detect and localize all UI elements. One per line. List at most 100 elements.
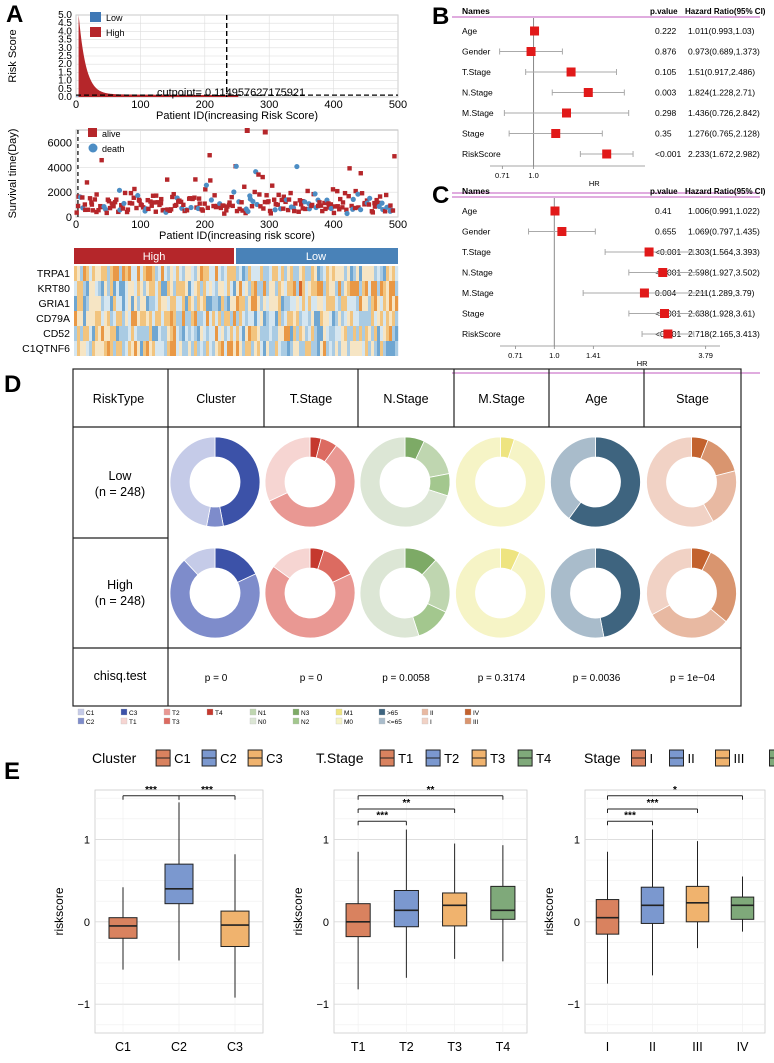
legend-label: II [430, 710, 434, 717]
survival-point-alive [260, 174, 265, 180]
survival-point-alive [165, 207, 170, 212]
boxplot-ytick-label: −1 [77, 999, 90, 1011]
heatmap-cell [158, 326, 162, 341]
heatmap-cell [224, 266, 228, 281]
heatmap-cell [143, 311, 147, 326]
heatmap-cell [386, 326, 390, 341]
heatmap-cell [251, 311, 255, 326]
heatmap-cell [167, 296, 171, 311]
boxplot-ylabel: riskscore [291, 887, 305, 935]
survival-point-alive [200, 208, 205, 213]
heatmap-cell [158, 266, 162, 281]
heatmap-cell [263, 326, 267, 341]
risk-xtick-label: 400 [324, 99, 342, 111]
forest-hr-point [659, 309, 669, 318]
heatmap-cell [77, 281, 81, 296]
survival-point-death [328, 205, 334, 212]
survival-point-alive [193, 177, 198, 182]
heatmap-cell [77, 296, 81, 311]
heatmap-cell [191, 326, 195, 341]
heatmap-cell [170, 266, 174, 281]
heatmap-cell [245, 296, 249, 311]
forest-row-name: RiskScore [462, 329, 501, 339]
legend-label: >65 [387, 710, 398, 717]
heatmap-cell [308, 326, 312, 341]
heatmap-cell [392, 266, 396, 281]
heatmap-cell [95, 266, 99, 281]
heatmap-cell [131, 326, 135, 341]
heatmap-cell [128, 281, 132, 296]
pvalue-label: p = 0 [300, 673, 323, 684]
heatmap-cell [152, 266, 156, 281]
heatmap-cell [131, 341, 135, 356]
heatmap-cell [116, 296, 120, 311]
heatmap-cell [164, 341, 168, 356]
survival-point-alive [353, 188, 358, 194]
heatmap-cell [275, 296, 279, 311]
survival-point-alive [229, 194, 234, 200]
heatmap-cell [83, 341, 87, 356]
heatmap-cell [395, 341, 399, 356]
heatmap-cell [173, 341, 177, 356]
risk-xtick-label: 500 [389, 99, 407, 111]
table-column-header: RiskType [93, 392, 144, 406]
heatmap-cell [95, 281, 99, 296]
heatmap-cell [263, 281, 267, 296]
heatmap-gene-label: CD79A [36, 313, 70, 325]
heatmap-cell [272, 281, 276, 296]
heatmap-cell [395, 281, 399, 296]
legend-swatch [292, 708, 300, 716]
heatmap-cell [317, 326, 321, 341]
heatmap-cell [290, 341, 294, 356]
heatmap-cell [278, 326, 282, 341]
heatmap-cell [323, 296, 327, 311]
heatmap-cell [245, 326, 249, 341]
heatmap-cell [140, 281, 144, 296]
forest-hr-point [566, 67, 576, 77]
heatmap-cell [209, 281, 213, 296]
heatmap-cell [173, 311, 177, 326]
heatmap-cell [281, 266, 285, 281]
survival-point-death [250, 198, 256, 205]
heatmap-cell [335, 281, 339, 296]
heatmap-cell [188, 281, 192, 296]
survival-point-alive [170, 194, 175, 200]
heatmap-cell [137, 341, 141, 356]
heatmap-cell [293, 326, 297, 341]
table-column-header: T.Stage [290, 392, 332, 406]
heatmap-group-high-label: High [143, 251, 166, 263]
heatmap-cell [380, 296, 384, 311]
heatmap-cell [146, 326, 150, 341]
heatmap-cell [287, 311, 291, 326]
survival-point-alive [305, 188, 310, 194]
boxplot-box [595, 899, 620, 935]
heatmap-cell [296, 266, 300, 281]
heatmap-cell [164, 311, 168, 326]
heatmap-cell [263, 311, 267, 326]
survival-point-alive [358, 171, 363, 176]
heatmap-cell [134, 326, 138, 341]
forest-row-name: Gender [462, 227, 491, 237]
heatmap-cell [332, 326, 336, 341]
heatmap-cell [131, 281, 135, 296]
heatmap-cell [227, 281, 231, 296]
heatmap-cell [173, 326, 177, 341]
heatmap-cell [392, 281, 396, 296]
heatmap-cell [215, 341, 219, 356]
heatmap-cell [206, 266, 210, 281]
heatmap-cell [107, 326, 111, 341]
donut-slice [568, 436, 641, 528]
forest-row-hr: 0.973(0.689,1.373) [688, 47, 760, 57]
heatmap-cell [212, 311, 216, 326]
boxplot-ytick-label: 0 [574, 917, 580, 929]
heatmap-cell [122, 311, 126, 326]
survival-point-alive [90, 208, 96, 213]
heatmap-cell [155, 311, 159, 326]
forest-hr-point [602, 149, 612, 159]
survival-point-alive [356, 205, 361, 210]
heatmap-cell [392, 326, 396, 341]
heatmap-cell [341, 326, 345, 341]
heatmap-gene-label: KRT80 [38, 283, 71, 295]
heatmap-cell [374, 326, 378, 341]
heatmap-cell [212, 296, 216, 311]
